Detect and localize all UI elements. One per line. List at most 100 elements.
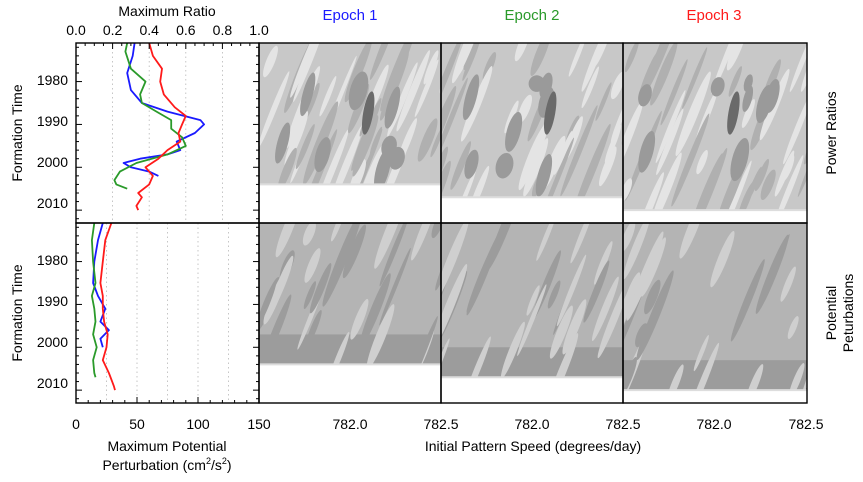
contour-streak — [583, 260, 610, 323]
contour-streak — [350, 298, 369, 340]
contour-streak — [441, 223, 469, 303]
row-label-potential: Potential — [823, 286, 839, 340]
contour-streak — [467, 165, 490, 198]
contour-streak — [643, 43, 683, 95]
contour-streak — [379, 223, 409, 287]
contour-streak — [530, 43, 552, 76]
row-label-perturbations: Peturbations — [840, 274, 856, 353]
contour-streak — [259, 71, 290, 148]
contour-streak — [640, 237, 666, 297]
contour-peak — [348, 71, 369, 111]
contour-peak — [710, 77, 725, 97]
bottom-tick-label: 0 — [72, 416, 80, 432]
contour-band — [441, 347, 623, 378]
contour-streak — [635, 172, 665, 211]
epoch-3-title: Epoch 3 — [686, 7, 741, 24]
speed-tick-label: 782.5 — [423, 416, 458, 432]
contour-streak — [431, 223, 441, 239]
bottom-tick-label: 50 — [129, 416, 145, 432]
y-tick-label: 1980 — [37, 72, 68, 88]
pattern-speed-tick-labels: 782.0 782.5 782.0 782.5 782.0 782.5 — [332, 416, 823, 432]
contour-streak — [610, 71, 623, 100]
contour-streak — [487, 223, 523, 271]
contour-panel-power-2 — [441, 43, 623, 199]
contour-streak — [261, 294, 292, 365]
contour-streak — [352, 115, 379, 177]
contour-streak — [549, 305, 573, 359]
top-axis-tick-labels: 0.0 0.2 0.4 0.6 0.8 1.0 — [66, 22, 269, 38]
contour-streak — [623, 223, 651, 280]
contour-streak — [754, 158, 770, 192]
panel-frames — [75, 42, 808, 404]
contour-peak — [543, 91, 557, 135]
contour-streak — [309, 263, 332, 314]
pattern-speed-axis-label: Initial Pattern Speed (degrees/day) — [425, 438, 641, 454]
contour-streak — [482, 52, 497, 81]
contour-streak — [655, 90, 686, 164]
contour-streak — [293, 43, 326, 102]
contour-peak — [384, 86, 401, 129]
contour-streak — [789, 43, 807, 93]
contour-streak — [624, 43, 639, 73]
contour-peak — [505, 111, 523, 152]
contour-streak — [649, 152, 682, 211]
contour-streak — [693, 335, 709, 372]
contour-streak — [441, 43, 464, 124]
bottom-axis-tick-labels: 0 50 100 150 — [72, 416, 271, 432]
contour-streak — [322, 223, 363, 307]
contour-streak — [380, 43, 417, 112]
contour-streak — [728, 66, 743, 97]
contour-streak — [348, 159, 366, 185]
contour-streak — [450, 141, 472, 190]
contour-streak — [594, 241, 613, 285]
frame-ratio — [75, 42, 260, 224]
contour-streak — [560, 105, 598, 197]
contour-streak — [774, 155, 804, 211]
contour-streak — [679, 223, 706, 259]
contour-peak — [730, 138, 750, 182]
contour-streak — [464, 336, 491, 378]
contour-streak — [277, 147, 297, 185]
contour-streak — [755, 234, 789, 314]
contour-streak — [581, 43, 610, 92]
contour-streak — [423, 50, 439, 85]
y-tick-label: 2000 — [37, 334, 68, 350]
bottom-tick-label: 100 — [186, 416, 210, 432]
contour-streak — [595, 82, 612, 121]
speed-tick-label: 782.0 — [332, 416, 367, 432]
contour-streak — [275, 223, 300, 258]
contour-streak — [303, 281, 317, 310]
contour-streak — [644, 279, 661, 315]
contour-panel-potential-3 — [623, 223, 807, 392]
top-tick-label: 0.8 — [213, 22, 233, 38]
contour-streak — [403, 316, 438, 365]
contour-streak — [263, 45, 278, 78]
top-tick-label: 1.0 — [249, 22, 269, 38]
maximum-potential-lines — [91, 223, 116, 391]
contour-streak — [411, 223, 437, 261]
contour-streak — [290, 43, 320, 98]
frame-epoch3-bottom — [622, 222, 808, 404]
contour-streak — [441, 146, 449, 198]
contour-peak — [535, 153, 553, 197]
contour-streak — [656, 108, 684, 176]
contour-streak — [523, 138, 549, 197]
bottom-axis-label-part: /s — [211, 457, 222, 473]
contour-streak — [379, 247, 411, 326]
contour-streak — [635, 323, 649, 348]
contour-peak — [742, 85, 754, 112]
y-tick-label: 1990 — [37, 113, 68, 129]
epoch-2-title: Epoch 2 — [504, 7, 559, 24]
contour-streak — [734, 168, 761, 211]
contour-streak — [460, 66, 493, 142]
contour-streak — [571, 123, 611, 198]
contour-streak — [744, 364, 764, 391]
left-panel-gridlines — [106, 43, 229, 403]
bottom-tick-label: 150 — [247, 416, 271, 432]
series-line-epoch-2 — [113, 43, 187, 190]
contour-streak — [313, 129, 349, 185]
contour-streak — [685, 342, 720, 391]
contour-streak — [417, 118, 438, 162]
contour-streak — [514, 43, 530, 62]
contour-peak — [361, 91, 375, 135]
